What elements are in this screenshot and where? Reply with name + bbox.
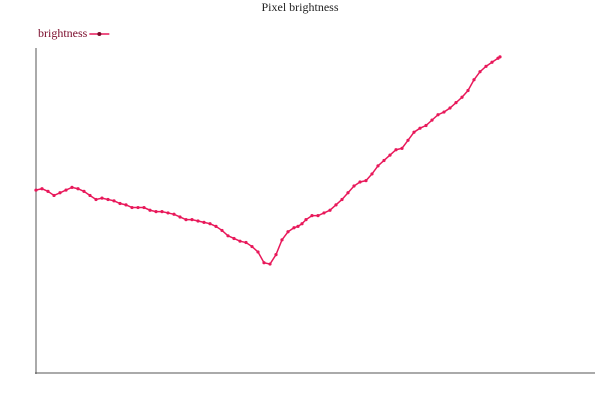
data-point <box>184 218 188 222</box>
data-point <box>376 164 380 168</box>
data-point <box>46 189 50 194</box>
data-point <box>226 234 230 238</box>
data-point <box>498 55 502 59</box>
data-point <box>52 193 56 198</box>
data-point <box>250 244 254 249</box>
data-point <box>178 215 182 219</box>
data-point <box>346 191 350 195</box>
data-point <box>370 172 374 176</box>
data-point <box>478 70 482 74</box>
data-point <box>412 130 416 134</box>
data-point <box>394 148 398 152</box>
data-point <box>238 239 242 243</box>
data-point <box>148 208 152 212</box>
data-point <box>292 226 296 230</box>
data-point <box>166 211 170 215</box>
data-point <box>118 201 122 206</box>
data-point <box>40 187 44 191</box>
data-point <box>154 209 158 214</box>
data-point <box>196 219 200 223</box>
data-point <box>364 179 368 183</box>
data-point <box>328 208 332 212</box>
data-point <box>442 110 446 114</box>
data-point <box>160 209 164 214</box>
data-point <box>304 218 308 222</box>
data-point <box>310 214 314 218</box>
data-point <box>142 205 146 210</box>
data-point <box>322 211 326 215</box>
data-point <box>406 138 410 142</box>
data-point <box>430 118 434 122</box>
data-point <box>232 236 236 241</box>
data-point <box>214 224 218 228</box>
data-point <box>466 88 470 93</box>
data-point <box>220 228 224 233</box>
data-point <box>34 188 38 192</box>
data-point <box>58 191 62 195</box>
data-point <box>472 78 476 82</box>
data-point <box>274 253 278 257</box>
data-point <box>262 261 266 265</box>
data-point <box>94 197 98 202</box>
data-line <box>35 56 501 265</box>
data-point <box>82 189 86 194</box>
data-point <box>88 193 92 198</box>
data-point <box>106 197 110 202</box>
data-point <box>436 113 440 117</box>
data-point <box>296 224 300 228</box>
data-point <box>358 180 362 184</box>
data-point <box>124 203 128 207</box>
data-point <box>202 220 206 224</box>
legend-marker <box>97 32 102 36</box>
data-point <box>334 203 338 207</box>
data-point <box>208 222 212 226</box>
data-point <box>100 196 104 200</box>
data-point <box>112 199 116 203</box>
data-point <box>382 158 386 163</box>
data-point <box>300 222 304 226</box>
data-point <box>280 238 284 242</box>
data-point <box>256 250 260 254</box>
data-point <box>286 230 290 234</box>
data-point <box>316 214 320 218</box>
data-point <box>400 146 404 150</box>
data-point <box>268 262 272 266</box>
data-point <box>76 187 80 191</box>
data-point <box>454 101 458 105</box>
data-point <box>70 185 74 189</box>
data-point <box>190 218 194 222</box>
data-point <box>490 60 494 64</box>
data-point <box>340 197 344 202</box>
data-point <box>244 240 248 245</box>
data-point <box>448 106 452 110</box>
data-point <box>172 212 176 216</box>
data-point <box>424 123 428 128</box>
data-point <box>136 205 140 210</box>
data-point <box>418 126 422 130</box>
data-point <box>460 95 464 99</box>
chart-title: Pixel brightness <box>262 0 339 14</box>
data-point <box>484 64 488 68</box>
data-point <box>64 188 68 192</box>
data-point <box>352 184 356 188</box>
data-point <box>388 153 392 157</box>
legend-label: brightness <box>38 26 88 40</box>
data-point <box>130 205 134 210</box>
